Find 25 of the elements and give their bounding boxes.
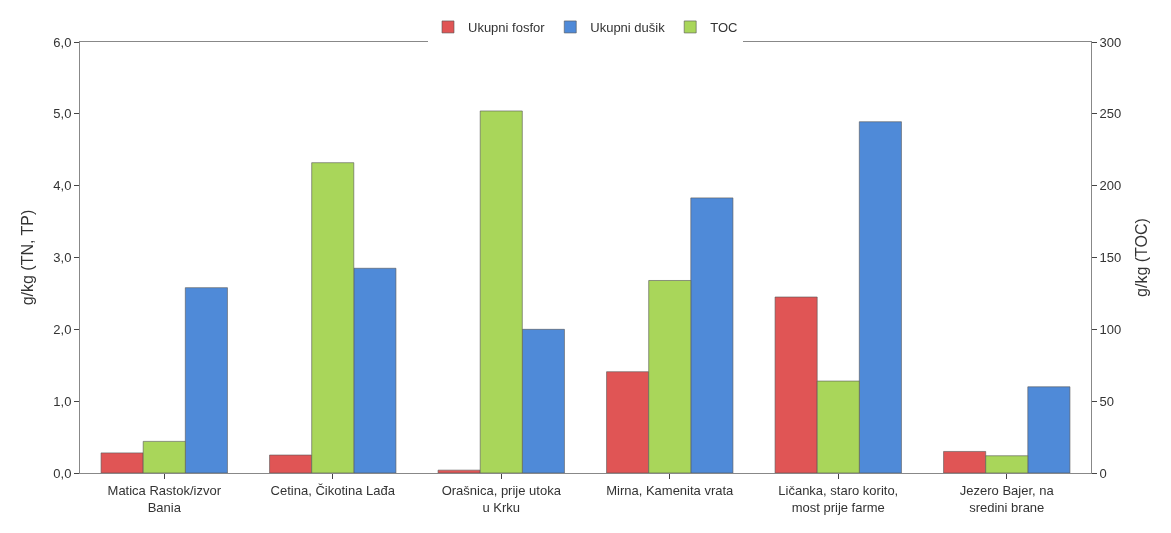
y-axis-title: g/kg (TN, TP): [19, 209, 37, 306]
y2-tick-label: 50: [1099, 393, 1115, 409]
x-tick-label: Matica Rastok/izvor Bania: [107, 482, 222, 515]
legend-label: TOC: [710, 20, 738, 36]
y2-tick-label: 150: [1099, 250, 1122, 266]
legend-label: Ukupni fosfor: [468, 20, 546, 36]
y-tick-label: 4,0: [53, 178, 72, 194]
x-tick-label: Ličanka, staro korito, most prije farme: [778, 482, 899, 515]
y-tick-label: 5,0: [53, 106, 72, 122]
x-tick-label: Cetina, Čikotina Lađa: [270, 482, 396, 498]
y-tick-label: 3,0: [53, 250, 72, 266]
y-tick-label: 6,0: [53, 34, 72, 50]
y2-tick-label: 300: [1099, 34, 1122, 50]
y2-tick-label: 100: [1099, 321, 1122, 337]
x-tick-label: Mirna, Kamenita vrata: [606, 482, 735, 498]
y2-tick-label: 0: [1099, 465, 1107, 481]
y2-tick-label: 200: [1099, 178, 1122, 194]
y2-tick-label: 250: [1099, 106, 1122, 122]
x-tick-label: Jezero Bajer, na sredini brane: [959, 482, 1055, 515]
legend-label: Ukupni dušik: [590, 20, 666, 36]
y-tick-label: 0,0: [53, 465, 72, 481]
y2-axis-title: g/kg (TOC): [1133, 218, 1150, 297]
y-tick-label: 2,0: [53, 321, 72, 337]
x-tick-label: Orašnica, prije utoka u Krku: [441, 482, 562, 515]
y-tick-label: 1,0: [53, 393, 72, 409]
